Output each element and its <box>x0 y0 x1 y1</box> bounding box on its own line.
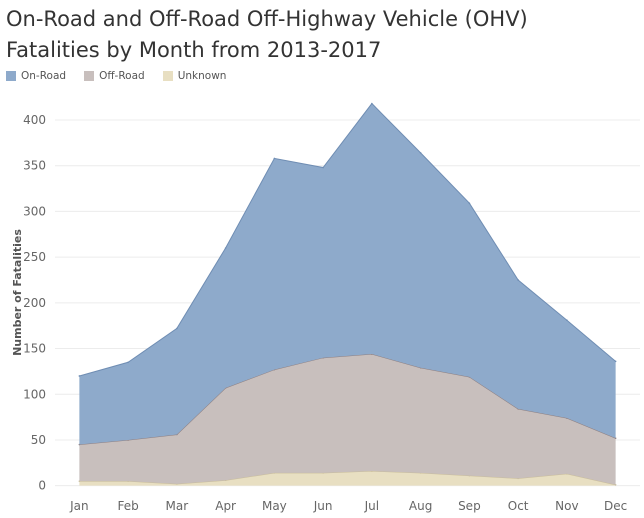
data-point-on-road <box>127 361 129 364</box>
area-unknown <box>79 471 616 486</box>
x-tick-label: Sep <box>458 499 481 513</box>
data-point-on-road <box>468 202 471 204</box>
data-point-on-road <box>224 247 227 249</box>
y-tick-label: 250 <box>23 250 46 264</box>
x-tick-label: Dec <box>604 499 627 513</box>
legend-label-unknown: Unknown <box>177 70 227 82</box>
legend-item-unknown[interactable]: Unknown <box>162 70 227 82</box>
area-off-road <box>79 354 616 485</box>
x-tick-label: Mar <box>166 499 189 513</box>
legend-swatch-off-road <box>84 71 95 81</box>
y-tick-label: 0 <box>38 479 46 493</box>
x-tick-label: Apr <box>215 499 236 513</box>
x-tick-label: Aug <box>409 499 432 513</box>
legend-swatch-unknown <box>162 71 173 81</box>
y-tick-label: 400 <box>23 113 46 127</box>
chart-title-line-1: On-Road and Off-Road Off-Highway Vehicle… <box>6 7 528 31</box>
chart-title: On-Road and Off-Road Off-Highway Vehicle… <box>6 4 636 66</box>
x-tick-label: Jun <box>313 499 333 513</box>
y-tick-label: 100 <box>23 387 46 401</box>
data-point-on-road <box>614 360 617 363</box>
x-tick-label: Oct <box>508 499 529 513</box>
legend-label-on-road: On-Road <box>21 70 67 82</box>
area-on-road <box>79 103 616 445</box>
data-point-on-road <box>273 157 276 160</box>
data-point-on-road <box>176 327 178 330</box>
x-tick-label: Jul <box>364 499 379 513</box>
legend-swatch-on-road <box>6 71 16 81</box>
data-point-on-road <box>78 375 81 377</box>
y-tick-label: 300 <box>23 204 46 218</box>
data-point-on-road <box>371 102 373 105</box>
data-point-on-road <box>419 152 422 154</box>
data-point-on-road <box>322 166 324 169</box>
legend-item-off-road[interactable]: Off-Road <box>84 70 145 82</box>
legend-label-off-road: Off-Road <box>99 70 145 82</box>
data-point-on-road <box>566 319 568 322</box>
chart-title-line-2: Fatalities by Month from 2013-2017 <box>6 38 382 62</box>
data-point-on-road <box>517 279 519 281</box>
x-tick-label: Nov <box>555 499 578 513</box>
legend-item-on-road[interactable]: On-Road <box>6 70 66 82</box>
y-tick-label: 150 <box>23 342 46 356</box>
x-tick-label: Jan <box>69 499 89 513</box>
y-tick-label: 350 <box>23 159 46 173</box>
x-tick-label: Feb <box>118 499 139 513</box>
y-axis-label: Number of Fatalities <box>11 229 24 356</box>
line-on-road <box>79 102 616 377</box>
y-tick-label: 50 <box>31 433 46 447</box>
x-tick-label: May <box>262 499 287 513</box>
legend: On-Road Off-Road Unknown <box>6 69 244 83</box>
y-tick-label: 200 <box>23 296 46 310</box>
